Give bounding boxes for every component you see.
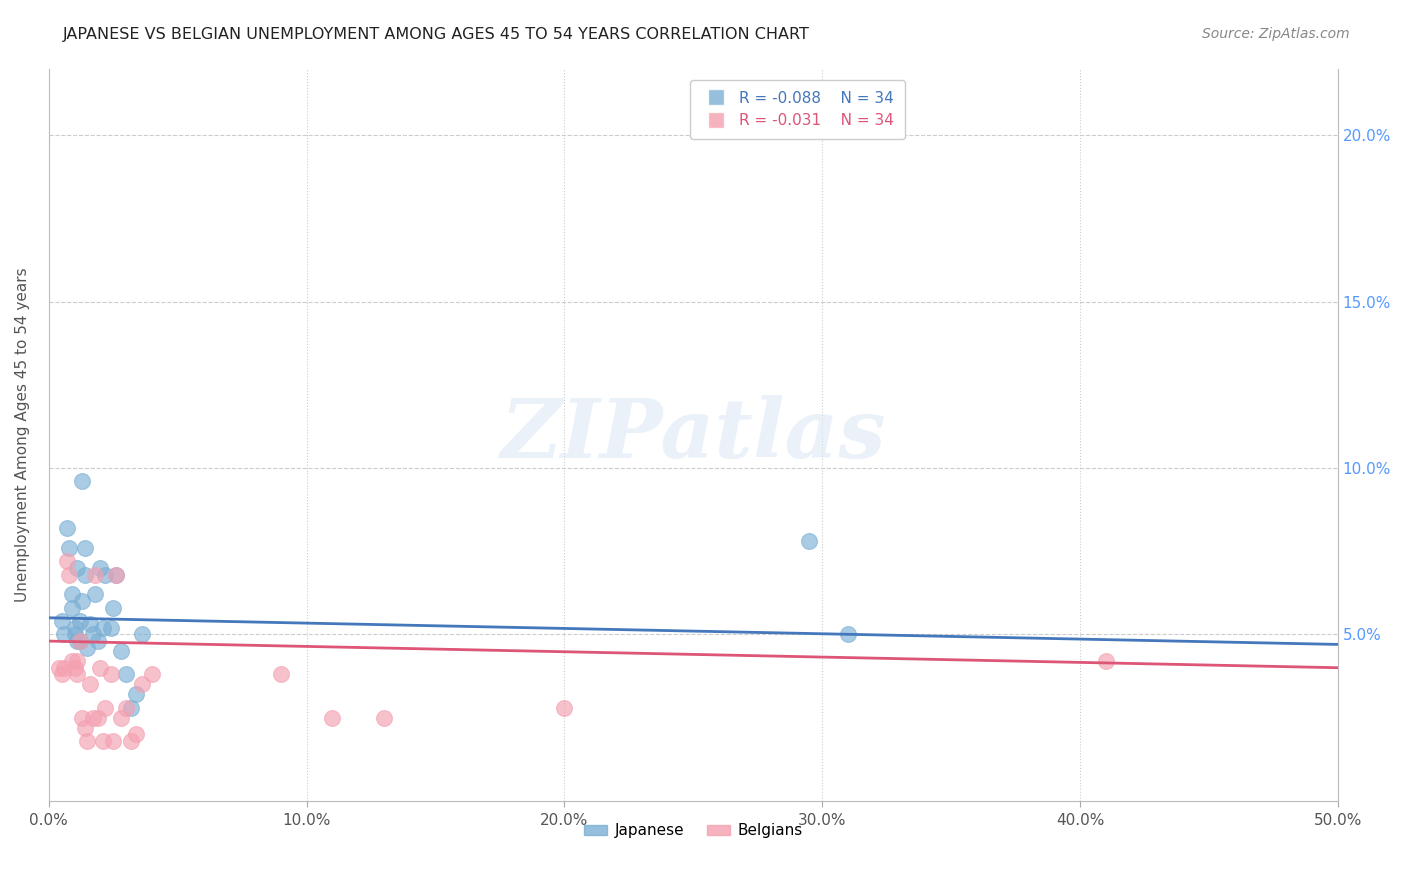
- Point: [100, 667, 122, 681]
- Point: [76, 734, 98, 748]
- Point: [73, 541, 96, 555]
- Point: [141, 667, 163, 681]
- Point: [91, 734, 114, 748]
- Point: [72, 711, 94, 725]
- Point: [69, 614, 91, 628]
- Point: [125, 727, 148, 741]
- Point: [321, 711, 343, 725]
- Point: [58, 541, 80, 555]
- Point: [51, 667, 73, 681]
- Point: [84, 587, 107, 601]
- Point: [66, 561, 89, 575]
- Point: [66, 654, 89, 668]
- Point: [103, 734, 125, 748]
- Point: [115, 667, 138, 681]
- Point: [72, 475, 94, 489]
- Point: [799, 534, 821, 549]
- Point: [84, 567, 107, 582]
- Text: Source: ZipAtlas.com: Source: ZipAtlas.com: [1202, 27, 1350, 41]
- Point: [120, 734, 142, 748]
- Point: [66, 667, 89, 681]
- Point: [110, 644, 132, 658]
- Point: [60, 654, 83, 668]
- Point: [89, 561, 111, 575]
- Point: [100, 621, 122, 635]
- Point: [125, 687, 148, 701]
- Point: [1094, 654, 1116, 668]
- Point: [94, 700, 117, 714]
- Y-axis label: Unemployment Among Ages 45 to 54 years: Unemployment Among Ages 45 to 54 years: [15, 268, 30, 602]
- Point: [115, 700, 138, 714]
- Point: [270, 667, 292, 681]
- Text: ZIPatlas: ZIPatlas: [501, 394, 886, 475]
- Text: JAPANESE VS BELGIAN UNEMPLOYMENT AMONG AGES 45 TO 54 YEARS CORRELATION CHART: JAPANESE VS BELGIAN UNEMPLOYMENT AMONG A…: [63, 27, 810, 42]
- Point: [87, 634, 110, 648]
- Point: [82, 711, 104, 725]
- Point: [79, 677, 101, 691]
- Point: [79, 617, 101, 632]
- Point: [94, 567, 117, 582]
- Point: [373, 711, 395, 725]
- Point: [76, 640, 98, 655]
- Point: [63, 621, 86, 635]
- Point: [58, 567, 80, 582]
- Point: [553, 700, 575, 714]
- Point: [63, 627, 86, 641]
- Point: [131, 677, 153, 691]
- Point: [56, 521, 79, 535]
- Point: [66, 634, 89, 648]
- Point: [60, 600, 83, 615]
- Point: [53, 627, 76, 641]
- Point: [51, 614, 73, 628]
- Point: [82, 627, 104, 641]
- Point: [60, 587, 83, 601]
- Point: [53, 661, 76, 675]
- Point: [56, 554, 79, 568]
- Point: [87, 711, 110, 725]
- Point: [104, 567, 127, 582]
- Point: [110, 711, 132, 725]
- Point: [91, 621, 114, 635]
- Point: [72, 594, 94, 608]
- Point: [69, 634, 91, 648]
- Point: [73, 567, 96, 582]
- Point: [48, 661, 70, 675]
- Point: [89, 661, 111, 675]
- Point: [131, 627, 153, 641]
- Point: [120, 700, 142, 714]
- Point: [104, 567, 127, 582]
- Legend: Japanese, Belgians: Japanese, Belgians: [578, 817, 808, 845]
- Point: [63, 661, 86, 675]
- Point: [73, 721, 96, 735]
- Point: [69, 634, 91, 648]
- Point: [837, 627, 859, 641]
- Point: [103, 600, 125, 615]
